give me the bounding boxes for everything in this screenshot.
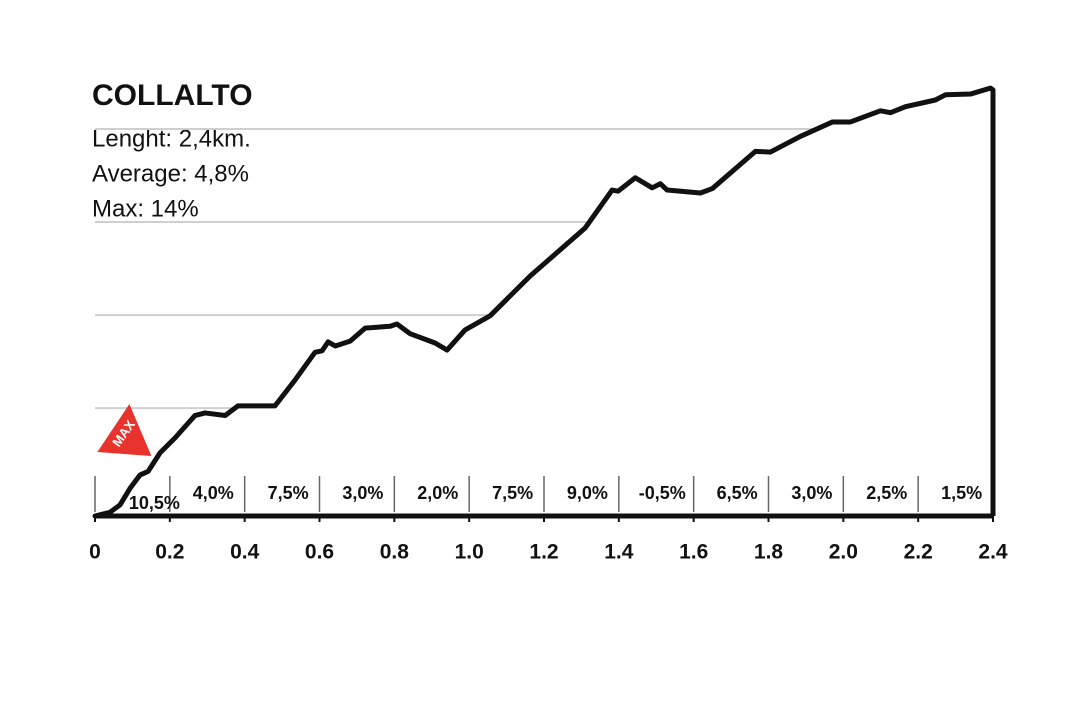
segment-gradient: 2,5% — [866, 483, 907, 503]
segment-gradient: 7,5% — [268, 483, 309, 503]
segment-gradient: 7,5% — [492, 483, 533, 503]
x-tick-label: 1.0 — [455, 541, 484, 564]
x-tick-label: 0.8 — [380, 541, 410, 564]
x-tick-label: 2.2 — [904, 541, 933, 564]
x-tick-label: 1.8 — [754, 541, 784, 564]
x-tick-label: 1.4 — [604, 541, 634, 564]
x-tick-label: 1.6 — [679, 541, 708, 564]
max-marker — [97, 404, 152, 456]
segment-gradient: 6,5% — [717, 483, 758, 503]
info-line: Max: 14% — [92, 195, 199, 222]
x-tick-label: 0.4 — [230, 541, 260, 564]
x-tick-label: 1.2 — [529, 541, 558, 564]
segment-gradient: 2,0% — [417, 483, 458, 503]
chart-title: COLLALTO — [92, 79, 253, 112]
x-tick-label: 0 — [89, 541, 101, 564]
segment-gradient: 10,5% — [129, 493, 180, 513]
info-line: Average: 4,8% — [92, 160, 249, 187]
segment-gradient: 4,0% — [193, 483, 234, 503]
segment-gradient: 9,0% — [567, 483, 608, 503]
segment-gradient: -0,5% — [639, 483, 686, 503]
x-tick-label: 2.0 — [829, 541, 858, 564]
segment-gradient: 1,5% — [941, 483, 982, 503]
x-tick-label: 0.6 — [305, 541, 334, 564]
segment-gradient: 3,0% — [342, 483, 383, 503]
x-tick-label: 0.2 — [155, 541, 184, 564]
x-tick-label: 2.4 — [978, 541, 1008, 564]
segment-gradient: 3,0% — [791, 483, 832, 503]
profile-fill — [95, 88, 993, 517]
profile-line — [92, 85, 996, 519]
